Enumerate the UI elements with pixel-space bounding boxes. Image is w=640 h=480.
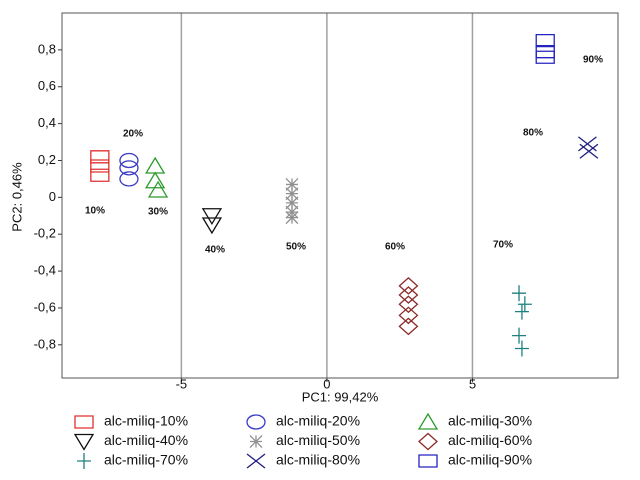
marker	[73, 433, 95, 451]
point-annotation: 10%	[85, 206, 105, 217]
y-tick-label: -0,8	[34, 336, 56, 351]
y-axis-label: PC2: 0,46%	[9, 162, 24, 232]
marker	[246, 414, 266, 430]
y-tick-label: 0,8	[38, 41, 56, 56]
marker	[285, 211, 299, 225]
point-annotation: 20%	[123, 129, 143, 140]
x-tick-label: 5	[469, 376, 476, 391]
marker	[417, 412, 439, 430]
legend-item: alc-miliq-10%	[74, 413, 188, 429]
marker	[514, 303, 529, 320]
point-annotation: 80%	[523, 128, 543, 139]
series	[512, 285, 532, 357]
y-tick-label: -0,4	[34, 263, 56, 278]
legend-label: alc-miliq-40%	[104, 432, 188, 448]
series	[535, 34, 555, 64]
point-annotation: 30%	[148, 207, 168, 218]
series	[119, 152, 139, 187]
legend-label: alc-miliq-30%	[448, 413, 532, 429]
series	[90, 150, 110, 182]
legend-item: alc-miliq-70%	[77, 452, 188, 469]
marker	[398, 276, 419, 295]
marker	[517, 296, 532, 313]
marker	[535, 34, 555, 48]
marker	[119, 171, 139, 187]
series	[145, 156, 169, 198]
marker	[398, 286, 419, 304]
y-tick-label: -0,6	[34, 299, 56, 314]
marker	[535, 50, 555, 64]
marker	[418, 454, 438, 468]
marker	[119, 152, 139, 169]
point-annotation: 40%	[205, 245, 225, 256]
marker	[90, 168, 110, 182]
marker	[77, 453, 91, 469]
legend-label: alc-miliq-90%	[448, 452, 532, 468]
legend-item: alc-miliq-50%	[249, 432, 360, 448]
marker	[201, 217, 223, 235]
marker	[249, 435, 263, 448]
marker	[147, 180, 169, 198]
marker	[398, 306, 419, 325]
legend-label: alc-miliq-20%	[276, 413, 360, 429]
legend-item: alc-miliq-40%	[73, 432, 188, 451]
marker	[285, 196, 299, 210]
y-tick-label: 0,6	[38, 78, 56, 93]
marker	[418, 432, 438, 451]
point-annotation: 50%	[286, 242, 306, 253]
marker	[145, 171, 166, 189]
marker	[514, 340, 529, 357]
legend-item: alc-miliq-80%	[246, 452, 360, 469]
marker	[201, 208, 223, 226]
marker	[145, 156, 166, 174]
legend-label: alc-miliq-70%	[104, 452, 188, 468]
point-annotation: 70%	[493, 240, 513, 251]
legend-item: alc-miliq-90%	[418, 452, 532, 468]
marker	[246, 453, 266, 469]
marker	[579, 143, 599, 159]
x-tick-label: 0	[323, 376, 330, 391]
point-annotation: 90%	[583, 55, 603, 66]
marker	[512, 285, 527, 302]
legend-label: alc-miliq-60%	[448, 432, 532, 448]
y-tick-label: 0,4	[38, 115, 56, 130]
x-tick-label: -5	[176, 376, 188, 391]
marker	[578, 136, 597, 152]
legend-label: alc-miliq-80%	[276, 452, 360, 468]
legend-label: alc-miliq-50%	[276, 432, 360, 448]
marker	[90, 159, 110, 173]
legend-label: alc-miliq-10%	[104, 413, 188, 429]
legend-item: alc-miliq-30%	[417, 412, 532, 430]
series	[201, 208, 223, 235]
series	[285, 177, 299, 225]
marker	[90, 150, 110, 164]
marker	[119, 160, 139, 176]
y-tick-label: 0	[49, 189, 56, 204]
marker	[285, 187, 299, 201]
legend-item: alc-miliq-60%	[418, 432, 532, 451]
point-annotation: 60%	[385, 242, 405, 253]
legend-item: alc-miliq-20%	[246, 413, 360, 430]
y-tick-label: -0,2	[34, 226, 56, 241]
marker	[512, 327, 527, 344]
marker	[398, 317, 419, 336]
marker	[74, 415, 94, 429]
marker	[285, 177, 299, 191]
series	[398, 276, 419, 336]
x-axis-label: PC1: 99,42%	[302, 389, 379, 404]
marker	[398, 295, 419, 314]
y-tick-label: 0,2	[38, 152, 56, 167]
plot-frame	[61, 12, 619, 379]
series	[578, 136, 599, 159]
